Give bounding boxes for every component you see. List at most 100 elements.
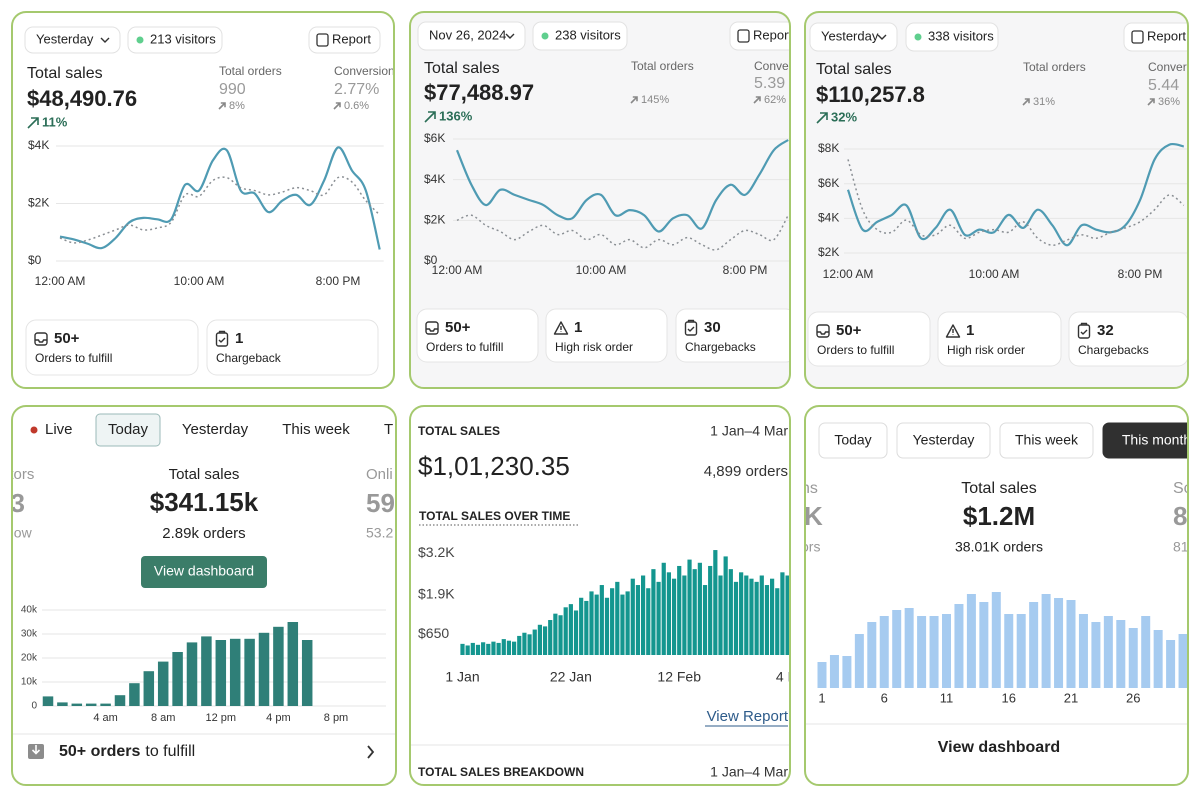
section-title: TOTAL SALES BREAKDOWN: [418, 765, 584, 779]
bar: [229, 638, 241, 706]
tab-box[interactable]: [999, 422, 1094, 459]
pill[interactable]: [1123, 22, 1194, 52]
tab[interactable]: This month: [1122, 432, 1191, 448]
bar: [770, 578, 775, 655]
trend-arrow: [218, 102, 226, 110]
metric-change: 31%: [1033, 96, 1055, 108]
tab[interactable]: Yesterday: [182, 421, 249, 438]
tab[interactable]: This week: [282, 421, 350, 438]
pill[interactable]: [532, 21, 628, 51]
metric-change: 8%: [229, 100, 245, 112]
icon-clipboard: [684, 321, 698, 336]
bar: [512, 641, 517, 655]
bar: [1078, 614, 1088, 688]
card[interactable]: [206, 319, 379, 376]
card[interactable]: [1068, 311, 1188, 367]
bar: [615, 581, 620, 655]
pill[interactable]: [809, 22, 898, 52]
tab[interactable]: T: [384, 421, 393, 438]
side-stat: Sc: [1173, 480, 1192, 497]
date-range[interactable]: Nov 26, 2024: [429, 27, 506, 42]
trend-arrow: [27, 117, 39, 129]
report-icon: [737, 29, 750, 43]
side-stat: itors: [6, 466, 34, 483]
date-range[interactable]: Yesterday: [36, 31, 94, 46]
sales-value: $341.15k: [150, 487, 259, 517]
pill[interactable]: [729, 21, 800, 51]
tab-active[interactable]: [95, 413, 161, 447]
pill[interactable]: [24, 26, 121, 54]
card-label: Chargebacks: [685, 340, 756, 354]
tab-box[interactable]: [896, 422, 991, 459]
chevron-right[interactable]: [367, 745, 375, 759]
view-report-link[interactable]: View Report: [707, 708, 789, 725]
tab[interactable]: Today: [108, 421, 149, 438]
tab[interactable]: Today: [834, 432, 871, 448]
x-tick-label: 12:00 AM: [823, 267, 874, 281]
panel-content: TOTAL SALES 1 Jan–4 Mar $1,01,230.35 4,899 …: [410, 423, 790, 780]
metric-value: 990: [219, 81, 246, 98]
report-button[interactable]: Report: [1147, 28, 1186, 43]
bar: [718, 575, 723, 655]
x-tick-label: 1 Jan: [445, 669, 479, 685]
orders: 2.89k orders: [162, 525, 245, 542]
icon-warning: [945, 324, 961, 338]
sales-value: $110,257.8: [816, 82, 925, 107]
y-tick-label: $0: [424, 253, 438, 267]
bar: [594, 594, 599, 655]
bar: [470, 642, 475, 655]
panel-border: [11, 405, 397, 786]
bar: [854, 634, 864, 688]
panel-bg: [410, 12, 790, 388]
panel-content: Yesterday 213 visitors Report Total sales $4…: [24, 26, 394, 376]
date-range[interactable]: Yesterday: [821, 28, 879, 43]
bar: [867, 622, 877, 688]
bar: [671, 578, 677, 655]
card-label: High risk order: [555, 340, 633, 354]
metric-label: Conver: [754, 59, 793, 73]
report-button[interactable]: Report: [332, 31, 371, 46]
bar: [460, 643, 465, 655]
tab[interactable]: Live: [45, 421, 73, 438]
bar: [929, 616, 939, 688]
card[interactable]: [675, 308, 796, 363]
icon-inbox: [426, 328, 438, 332]
bar: [775, 588, 780, 655]
card[interactable]: [545, 308, 668, 363]
bar: [186, 642, 198, 706]
pill[interactable]: [417, 21, 526, 51]
report-button[interactable]: Report: [753, 27, 792, 42]
card-value: 50+: [445, 319, 471, 336]
pill[interactable]: [905, 22, 999, 52]
tab-active[interactable]: [1102, 422, 1198, 459]
pill[interactable]: [127, 26, 223, 54]
card[interactable]: [937, 311, 1062, 367]
bar: [979, 602, 989, 688]
y-tick-label: $6K: [424, 131, 445, 145]
bar: [697, 562, 702, 655]
button[interactable]: [141, 556, 267, 588]
metric-change: 62%: [764, 94, 786, 106]
y-tick-label: $650: [418, 625, 449, 641]
button-label[interactable]: View dashboard: [154, 563, 254, 579]
sales-label: Total sales: [27, 65, 103, 82]
panel-border: [804, 405, 1189, 786]
trend-arrow: [753, 96, 761, 104]
view-dashboard[interactable]: View dashboard: [938, 739, 1060, 756]
y-tick-label: $4K: [424, 172, 445, 186]
card[interactable]: [416, 308, 539, 363]
bar: [568, 604, 573, 655]
tab[interactable]: This week: [1015, 432, 1079, 448]
bar: [682, 575, 687, 655]
card[interactable]: [25, 319, 199, 376]
card-value: 50+: [836, 322, 862, 339]
tab-box[interactable]: [818, 422, 888, 459]
card-value: 32: [1097, 322, 1114, 339]
card-value: 1: [966, 322, 974, 339]
bar: [625, 591, 630, 655]
bar: [584, 600, 589, 655]
card[interactable]: [807, 311, 931, 367]
tab[interactable]: Yesterday: [913, 432, 975, 448]
bar: [301, 640, 313, 706]
